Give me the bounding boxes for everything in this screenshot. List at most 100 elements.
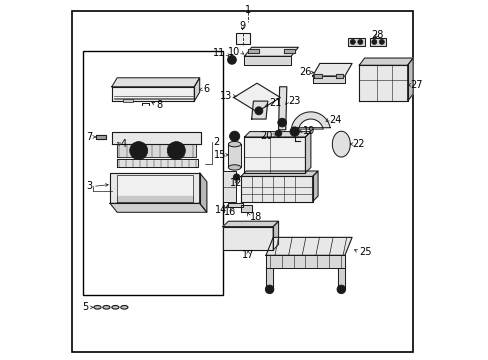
- Text: 23: 23: [287, 96, 300, 106]
- Polygon shape: [223, 221, 278, 226]
- Circle shape: [371, 40, 376, 44]
- Ellipse shape: [121, 306, 128, 309]
- Polygon shape: [228, 144, 241, 167]
- Polygon shape: [112, 78, 199, 87]
- Bar: [235, 33, 249, 44]
- Text: 17: 17: [242, 250, 254, 260]
- Text: 8: 8: [156, 100, 163, 111]
- Ellipse shape: [94, 306, 101, 309]
- Polygon shape: [305, 132, 310, 173]
- Text: 7: 7: [86, 132, 92, 142]
- Text: 27: 27: [409, 80, 422, 90]
- Polygon shape: [233, 83, 280, 112]
- Text: 22: 22: [351, 139, 364, 149]
- Polygon shape: [265, 268, 273, 289]
- Polygon shape: [117, 196, 192, 202]
- Bar: [122, 99, 133, 102]
- Polygon shape: [265, 255, 344, 268]
- Text: 14: 14: [215, 206, 227, 216]
- Circle shape: [349, 40, 355, 44]
- Ellipse shape: [228, 165, 241, 170]
- Polygon shape: [251, 101, 267, 119]
- Polygon shape: [359, 58, 412, 65]
- Polygon shape: [223, 226, 273, 250]
- Text: 3: 3: [86, 181, 92, 192]
- Text: 5: 5: [82, 302, 88, 312]
- Polygon shape: [112, 132, 201, 144]
- Circle shape: [229, 131, 239, 141]
- Text: 18: 18: [249, 212, 262, 222]
- Polygon shape: [337, 268, 344, 289]
- Polygon shape: [241, 176, 312, 202]
- Polygon shape: [194, 78, 199, 101]
- Polygon shape: [228, 203, 242, 207]
- Polygon shape: [314, 74, 321, 78]
- Polygon shape: [117, 144, 196, 157]
- Polygon shape: [241, 205, 251, 212]
- Polygon shape: [96, 135, 106, 139]
- Text: 2: 2: [213, 138, 219, 147]
- Polygon shape: [247, 49, 258, 53]
- Polygon shape: [110, 173, 199, 203]
- Polygon shape: [273, 221, 278, 250]
- Circle shape: [275, 130, 281, 136]
- Polygon shape: [407, 58, 412, 101]
- Circle shape: [227, 55, 236, 64]
- Text: 9: 9: [239, 21, 245, 31]
- Text: 19: 19: [302, 126, 314, 135]
- Ellipse shape: [112, 306, 119, 309]
- Text: 4: 4: [121, 139, 127, 149]
- Circle shape: [277, 118, 286, 127]
- Polygon shape: [369, 39, 386, 45]
- Polygon shape: [241, 171, 317, 176]
- Text: 1: 1: [244, 5, 251, 15]
- Text: 6: 6: [203, 84, 209, 94]
- Text: 11: 11: [213, 48, 225, 58]
- Polygon shape: [244, 137, 305, 173]
- Bar: [223, 171, 235, 202]
- Text: 21: 21: [269, 98, 282, 108]
- Polygon shape: [359, 65, 407, 101]
- Polygon shape: [117, 159, 198, 167]
- Polygon shape: [284, 49, 294, 53]
- Text: 25: 25: [359, 247, 371, 257]
- Text: 15: 15: [213, 150, 225, 160]
- Text: 16: 16: [224, 207, 236, 217]
- Text: 13: 13: [220, 91, 232, 101]
- Polygon shape: [199, 173, 206, 212]
- Ellipse shape: [102, 306, 110, 309]
- Circle shape: [229, 58, 234, 62]
- Text: 26: 26: [299, 67, 311, 77]
- Circle shape: [133, 145, 144, 156]
- Circle shape: [289, 127, 299, 136]
- Polygon shape: [312, 76, 344, 83]
- Circle shape: [254, 107, 262, 115]
- Bar: [83, 51, 223, 295]
- Circle shape: [292, 129, 297, 134]
- Polygon shape: [278, 87, 286, 130]
- Polygon shape: [244, 47, 298, 56]
- Polygon shape: [332, 131, 349, 157]
- Polygon shape: [110, 203, 206, 212]
- Circle shape: [233, 174, 239, 180]
- Circle shape: [336, 285, 345, 294]
- Text: 24: 24: [328, 115, 341, 125]
- Circle shape: [379, 40, 384, 44]
- Circle shape: [265, 285, 273, 294]
- Polygon shape: [244, 132, 310, 137]
- Polygon shape: [265, 237, 351, 255]
- Polygon shape: [117, 175, 192, 202]
- Polygon shape: [312, 63, 351, 76]
- Text: 20: 20: [260, 131, 272, 141]
- Polygon shape: [244, 56, 290, 65]
- Text: 10: 10: [227, 46, 239, 57]
- Circle shape: [171, 145, 182, 156]
- Circle shape: [167, 141, 185, 159]
- Polygon shape: [291, 112, 329, 129]
- Ellipse shape: [228, 141, 241, 147]
- Polygon shape: [112, 87, 194, 101]
- Text: 28: 28: [370, 30, 383, 40]
- Circle shape: [129, 141, 147, 159]
- Polygon shape: [335, 74, 343, 78]
- Polygon shape: [348, 39, 364, 45]
